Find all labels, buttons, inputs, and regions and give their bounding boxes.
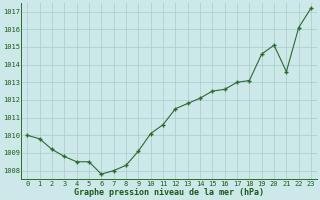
X-axis label: Graphe pression niveau de la mer (hPa): Graphe pression niveau de la mer (hPa) xyxy=(74,188,264,197)
